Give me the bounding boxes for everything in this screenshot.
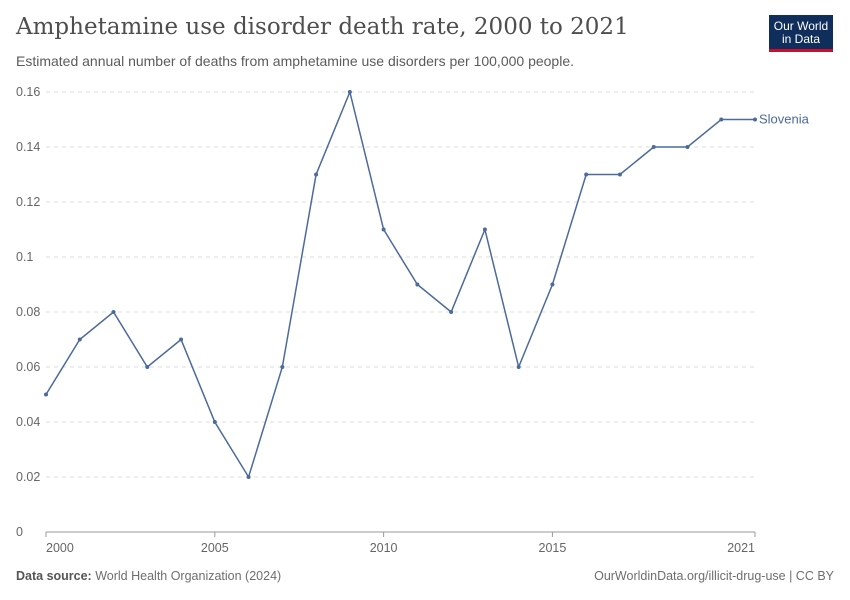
data-point	[651, 145, 656, 149]
data-point	[111, 310, 116, 314]
chart-subtitle: Estimated annual number of deaths from a…	[16, 53, 575, 69]
footer-link[interactable]: OurWorldinData.org/illicit-drug-use | CC…	[594, 569, 834, 583]
data-point	[550, 282, 555, 287]
x-tick-label: 2005	[201, 541, 229, 555]
data-point	[617, 172, 622, 177]
data-point	[584, 172, 589, 177]
data-point	[145, 365, 150, 369]
data-source: Data source: World Health Organization (…	[16, 569, 282, 583]
data-point	[516, 365, 521, 369]
data-point	[685, 145, 690, 149]
y-tick-label: 0.02	[16, 470, 40, 484]
y-tick-label: 0.04	[16, 415, 40, 429]
data-point	[314, 172, 319, 177]
x-tick-label: 2010	[370, 541, 398, 555]
series-label: Slovenia	[759, 112, 810, 127]
data-point	[415, 282, 420, 287]
data-point	[482, 227, 487, 232]
y-tick-label: 0	[16, 525, 23, 539]
x-tick-label: 2021	[727, 541, 755, 555]
chart-title: Amphetamine use disorder death rate, 200…	[16, 14, 629, 40]
data-point	[347, 90, 352, 94]
data-point	[179, 337, 184, 342]
x-tick-label: 2000	[46, 541, 74, 555]
data-point	[449, 310, 454, 314]
y-tick-label: 0.14	[16, 140, 40, 154]
y-tick-label: 0.08	[16, 305, 40, 319]
x-tick-label: 2015	[539, 541, 567, 555]
data-point	[719, 117, 724, 122]
y-tick-label: 0.06	[16, 360, 40, 374]
y-tick-label: 0.16	[16, 85, 40, 99]
series-line	[45, 89, 755, 479]
data-point	[77, 337, 82, 342]
data-point	[212, 420, 217, 424]
owid-logo[interactable]: Our World in Data	[769, 15, 833, 52]
data-point	[753, 117, 757, 122]
data-point	[44, 392, 48, 397]
data-point	[280, 365, 285, 369]
data-point	[246, 475, 251, 479]
data-point	[381, 227, 386, 232]
y-tick-label: 0.12	[16, 195, 40, 209]
y-tick-label: 0.1	[16, 250, 33, 264]
